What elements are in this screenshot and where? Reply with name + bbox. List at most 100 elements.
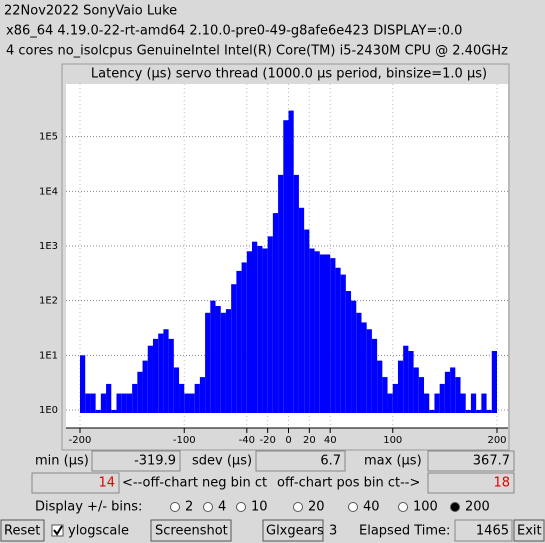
bar xyxy=(455,377,461,413)
bar xyxy=(439,383,445,413)
bar xyxy=(267,236,273,413)
bar xyxy=(470,393,477,413)
bar xyxy=(199,377,206,413)
min-value: -319.9 xyxy=(134,454,176,469)
bar xyxy=(215,305,221,413)
bar xyxy=(408,351,414,413)
bar xyxy=(298,207,305,413)
bar xyxy=(486,410,492,413)
glxgears-button[interactable] xyxy=(262,519,324,542)
header-line: 22Nov2022 SonyVaio Luke xyxy=(4,4,177,19)
radio[interactable] xyxy=(348,502,358,512)
field xyxy=(427,450,515,472)
bar xyxy=(476,410,482,413)
bar xyxy=(246,251,253,413)
bar xyxy=(283,120,289,413)
x-tick-label: 40 xyxy=(324,435,337,446)
bar xyxy=(387,393,393,413)
field xyxy=(91,450,181,472)
bar xyxy=(147,345,153,413)
bar xyxy=(225,309,232,413)
screenshot-button[interactable] xyxy=(150,519,232,542)
bar xyxy=(371,338,378,413)
bar xyxy=(257,246,263,413)
radio-label: 4 xyxy=(218,500,226,515)
bar xyxy=(168,338,174,413)
bar xyxy=(132,383,138,413)
bar xyxy=(465,410,471,413)
glxgears-label[interactable]: Glxgears xyxy=(266,524,324,539)
field xyxy=(255,450,346,472)
bar xyxy=(100,393,107,413)
y-tick-label: 1E1 xyxy=(39,350,58,361)
bar xyxy=(85,393,91,413)
y-tick-label: 1E4 xyxy=(39,186,58,197)
bar xyxy=(106,383,112,413)
y-tick-label: 1E3 xyxy=(39,241,58,252)
radio-label: 10 xyxy=(251,500,268,515)
bar xyxy=(95,410,101,413)
reset-label[interactable]: Reset xyxy=(4,524,40,539)
field xyxy=(427,472,515,494)
min-label: min (μs) xyxy=(35,454,89,469)
exit-label[interactable]: Exit xyxy=(517,524,542,539)
x-tick-label: 200 xyxy=(487,435,506,446)
exit-button[interactable] xyxy=(513,519,545,542)
bar xyxy=(382,377,388,413)
bar xyxy=(491,351,497,413)
bar xyxy=(304,229,310,413)
bar xyxy=(231,284,237,413)
bar xyxy=(377,360,383,413)
bar xyxy=(116,393,122,413)
reset-button[interactable] xyxy=(0,519,45,542)
screenshot-label[interactable]: Screenshot xyxy=(155,524,228,539)
bar xyxy=(434,393,440,413)
checkbox[interactable] xyxy=(51,524,64,537)
bar xyxy=(152,338,159,413)
bar xyxy=(319,254,325,413)
radio-label: 100 xyxy=(413,500,438,515)
field xyxy=(454,519,513,542)
bar xyxy=(194,383,200,413)
x-tick-label: 20 xyxy=(303,435,316,446)
x-tick-label: -100 xyxy=(173,435,196,446)
bar xyxy=(444,371,451,413)
bar xyxy=(288,110,294,413)
x-tick-label: 0 xyxy=(285,435,291,446)
bar xyxy=(481,393,487,413)
bar xyxy=(418,377,425,413)
bar xyxy=(252,241,258,413)
bar xyxy=(309,248,315,413)
bar xyxy=(413,367,419,413)
checkbox-label[interactable]: ylogscale xyxy=(68,524,129,539)
checkmark xyxy=(53,525,63,536)
bar xyxy=(262,248,268,413)
radio[interactable] xyxy=(293,502,303,512)
bar xyxy=(397,360,404,413)
bar xyxy=(366,329,372,413)
radio[interactable] xyxy=(398,502,408,512)
radio[interactable] xyxy=(236,502,246,512)
bar xyxy=(403,345,409,413)
bar xyxy=(293,174,299,413)
y-tick-label: 1E2 xyxy=(39,296,58,307)
max-value: 367.7 xyxy=(473,454,510,469)
bar xyxy=(137,371,143,413)
header-line: 4 cores no_isolcpus GenuineIntel Intel(R… xyxy=(6,44,508,59)
radio[interactable] xyxy=(203,502,213,512)
bins-label: Display +/- bins: xyxy=(35,500,142,515)
bar xyxy=(210,300,216,413)
bar xyxy=(126,393,133,413)
radio-label: 200 xyxy=(465,500,490,515)
radio[interactable] xyxy=(450,502,460,512)
neg-count: 14 xyxy=(98,476,115,491)
header-line: x86_64 4.19.0-22-rt-amd64 2.10.0-pre0-49… xyxy=(6,24,462,39)
bar xyxy=(335,267,341,413)
bar xyxy=(220,312,226,413)
bar xyxy=(361,322,367,413)
bar xyxy=(345,291,352,413)
radio-label: 40 xyxy=(363,500,380,515)
radio[interactable] xyxy=(170,502,180,512)
bar xyxy=(351,300,357,413)
bar xyxy=(163,329,169,413)
